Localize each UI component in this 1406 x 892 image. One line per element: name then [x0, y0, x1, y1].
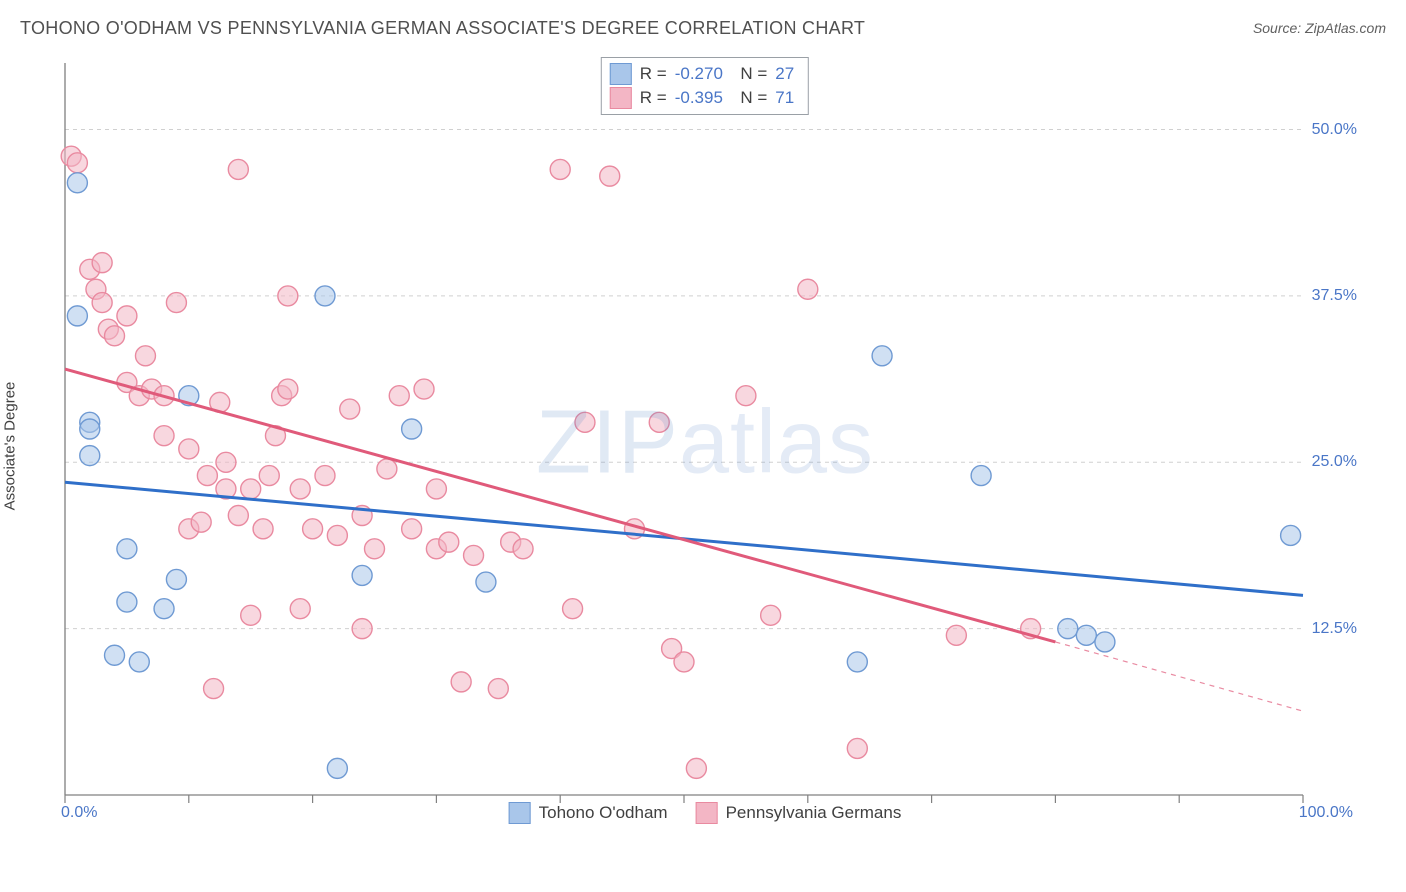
y-tick-label: 50.0% [1312, 121, 1357, 139]
y-tick-label: 37.5% [1312, 287, 1357, 305]
legend-swatch [696, 802, 718, 824]
legend-n-value: 27 [775, 62, 794, 86]
legend-correlation-row: R = -0.395 N = 71 [610, 86, 794, 110]
legend-series-item: Tohono O'odham [509, 802, 668, 824]
chart-svg [55, 55, 1355, 830]
y-axis-label: Associate's Degree [2, 382, 19, 511]
legend-n-label: N = [731, 62, 767, 86]
legend-r-label: R = [640, 62, 667, 86]
legend-correlation-row: R = -0.270 N = 27 [610, 62, 794, 86]
legend-series-label: Pennsylvania Germans [726, 803, 902, 823]
y-tick-label: 25.0% [1312, 453, 1357, 471]
legend-r-value: -0.395 [675, 86, 723, 110]
legend-correlation: R = -0.270 N = 27R = -0.395 N = 71 [601, 57, 809, 115]
legend-swatch [610, 87, 632, 109]
legend-n-label: N = [731, 86, 767, 110]
x-axis-max-label: 100.0% [1299, 804, 1353, 822]
legend-r-label: R = [640, 86, 667, 110]
legend-series-label: Tohono O'odham [539, 803, 668, 823]
legend-n-value: 71 [775, 86, 794, 110]
chart-title: TOHONO O'ODHAM VS PENNSYLVANIA GERMAN AS… [20, 18, 865, 38]
y-tick-label: 12.5% [1312, 620, 1357, 638]
legend-series: Tohono O'odham Pennsylvania Germans [509, 802, 902, 824]
plot-area: ZIPatlas R = -0.270 N = 27R = -0.395 N =… [55, 55, 1355, 830]
chart-source: Source: ZipAtlas.com [1253, 20, 1386, 36]
x-axis-min-label: 0.0% [61, 804, 97, 822]
legend-swatch [509, 802, 531, 824]
legend-series-item: Pennsylvania Germans [696, 802, 902, 824]
legend-r-value: -0.270 [675, 62, 723, 86]
legend-swatch [610, 63, 632, 85]
